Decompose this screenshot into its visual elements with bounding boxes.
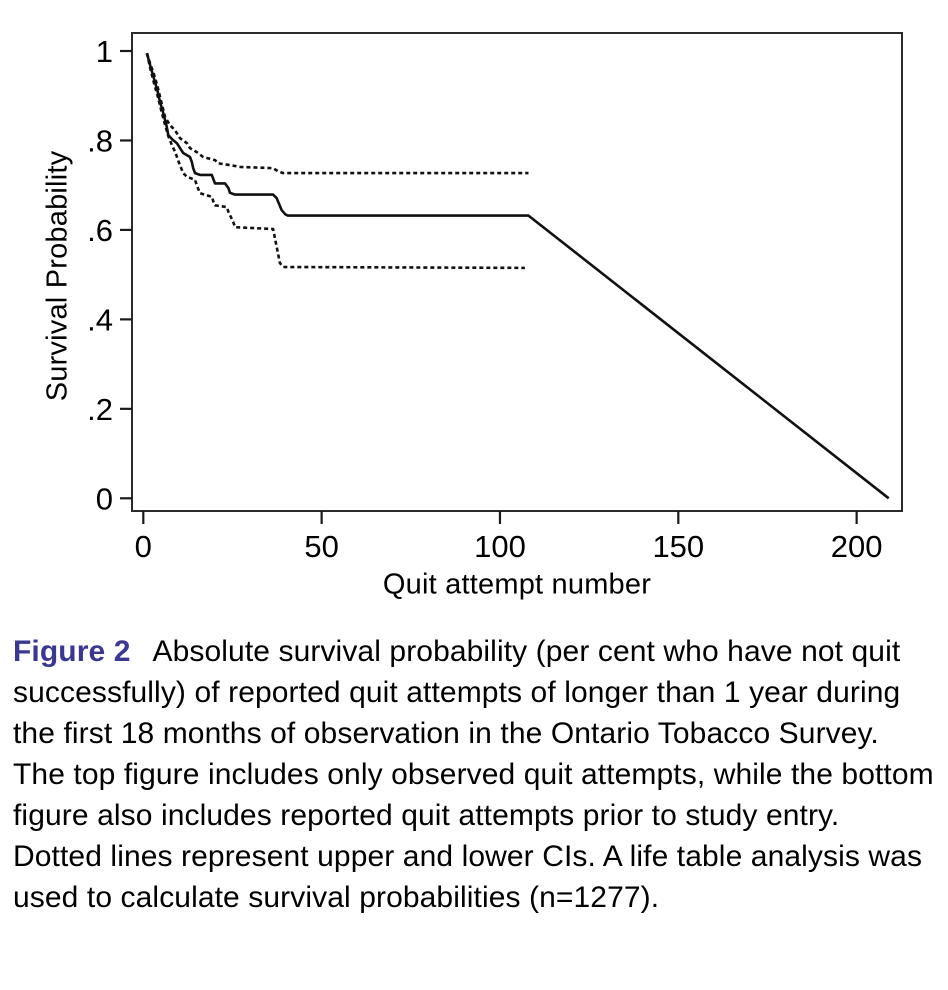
y-tick-label: 1: [96, 34, 113, 69]
x-axis-title: Quit attempt number: [382, 568, 652, 601]
y-tick-label: .2: [87, 392, 113, 427]
y-tick-label: .8: [87, 123, 113, 158]
series-lower-ci: [145, 52, 525, 270]
x-tick-label: 0: [135, 529, 152, 564]
y-tick-label: 0: [96, 481, 113, 516]
figure-caption: Figure 2 Absolute survival probability (p…: [13, 631, 936, 918]
x-tick-label: 50: [304, 529, 338, 564]
figure-caption-text: Absolute survival probability (per cent …: [13, 635, 934, 914]
series-survival-estimate: [145, 52, 890, 500]
figure-caption-label: Figure 2: [13, 635, 131, 668]
x-tick-label: 150: [652, 529, 704, 564]
series-upper-ci: [145, 52, 529, 175]
plot-frame: [131, 32, 903, 512]
y-tick-label: .4: [87, 302, 113, 337]
x-tick-label: 200: [831, 529, 883, 564]
y-tick-label: .6: [87, 213, 113, 248]
chart-canvas: 0 .2 .4 .6 .8 1 0 50 100 150 200: [87, 32, 903, 564]
y-axis-title: Survival Probability: [41, 150, 74, 402]
survival-chart: 0 .2 .4 .6 .8 1 0 50 100 150 200 Survival Probabil…: [41, 32, 903, 601]
x-tick-label: 100: [474, 529, 526, 564]
